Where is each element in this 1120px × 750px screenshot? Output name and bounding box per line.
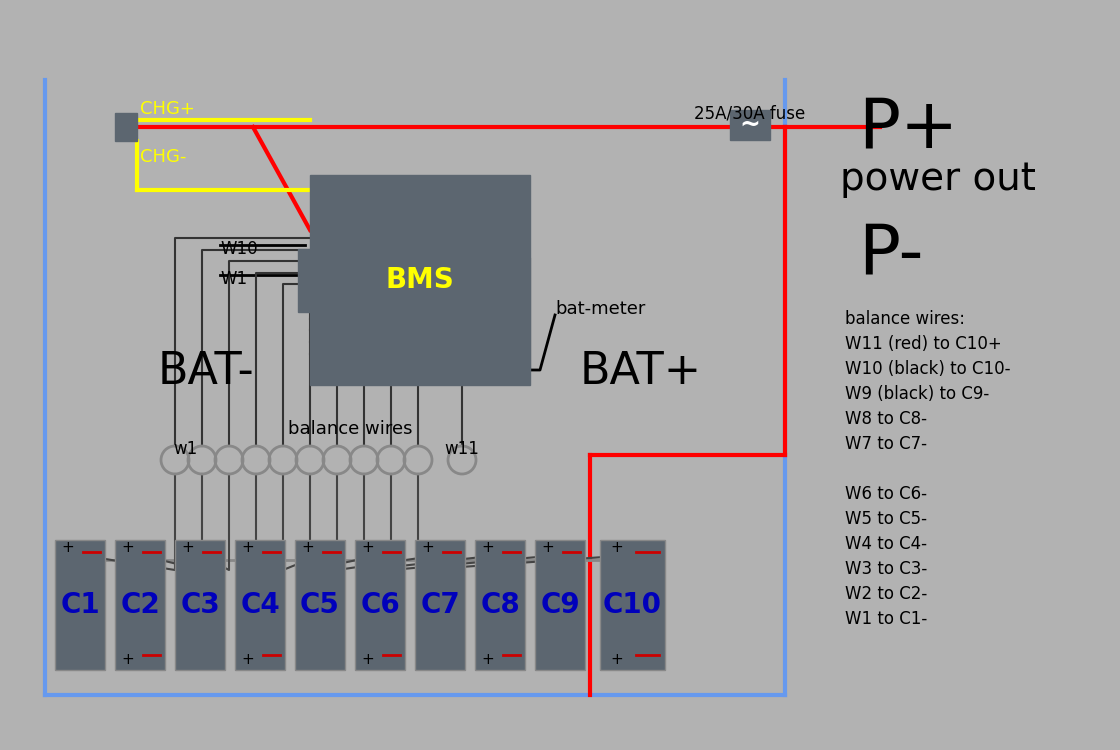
Text: ~: ~ [739, 113, 760, 137]
Text: +: + [610, 541, 623, 556]
FancyBboxPatch shape [298, 248, 310, 311]
Text: P+: P+ [858, 95, 959, 162]
Text: +: + [241, 652, 254, 668]
Text: +: + [241, 541, 254, 556]
Text: w11: w11 [445, 440, 479, 458]
Text: power out: power out [840, 160, 1036, 198]
Text: w1: w1 [172, 440, 197, 458]
Text: C4: C4 [240, 591, 280, 619]
FancyBboxPatch shape [416, 540, 465, 670]
Text: +: + [610, 652, 623, 668]
FancyBboxPatch shape [235, 540, 284, 670]
Text: bat-meter: bat-meter [556, 300, 645, 318]
Text: W1: W1 [220, 270, 248, 288]
FancyBboxPatch shape [600, 540, 665, 670]
Text: BAT+: BAT+ [580, 350, 702, 393]
FancyBboxPatch shape [115, 540, 165, 670]
Text: +: + [62, 541, 74, 556]
Text: C6: C6 [361, 591, 400, 619]
Text: C5: C5 [300, 591, 340, 619]
Text: +: + [361, 541, 374, 556]
FancyBboxPatch shape [475, 540, 525, 670]
Text: C10: C10 [603, 591, 662, 619]
Text: C7: C7 [420, 591, 460, 619]
Text: C3: C3 [180, 591, 220, 619]
Text: C8: C8 [480, 591, 520, 619]
Text: balance wires: balance wires [288, 420, 412, 438]
Text: CHG+: CHG+ [140, 100, 195, 118]
Text: balance wires:
W11 (red) to C10+
W10 (black) to C10-
W9 (black) to C9-
W8 to C8-: balance wires: W11 (red) to C10+ W10 (bl… [844, 310, 1010, 628]
FancyBboxPatch shape [535, 540, 585, 670]
Text: 25A/30A fuse: 25A/30A fuse [694, 105, 805, 123]
FancyBboxPatch shape [355, 540, 405, 670]
Text: P-: P- [858, 220, 924, 287]
Text: C2: C2 [120, 591, 160, 619]
Text: +: + [301, 541, 314, 556]
Text: BMS: BMS [385, 266, 455, 294]
Text: C9: C9 [540, 591, 580, 619]
FancyBboxPatch shape [295, 540, 345, 670]
FancyBboxPatch shape [310, 175, 530, 385]
FancyBboxPatch shape [175, 540, 225, 670]
Text: +: + [541, 541, 554, 556]
Text: +: + [482, 652, 494, 668]
Text: +: + [121, 541, 134, 556]
FancyBboxPatch shape [115, 113, 137, 141]
Text: +: + [121, 652, 134, 668]
Text: +: + [181, 541, 194, 556]
Text: C1: C1 [60, 591, 100, 619]
FancyBboxPatch shape [55, 540, 105, 670]
FancyBboxPatch shape [730, 110, 771, 140]
Text: +: + [421, 541, 433, 556]
Text: BAT-: BAT- [158, 350, 254, 393]
Text: +: + [361, 652, 374, 668]
Text: +: + [482, 541, 494, 556]
Text: W10: W10 [220, 240, 258, 258]
Text: CHG-: CHG- [140, 148, 186, 166]
